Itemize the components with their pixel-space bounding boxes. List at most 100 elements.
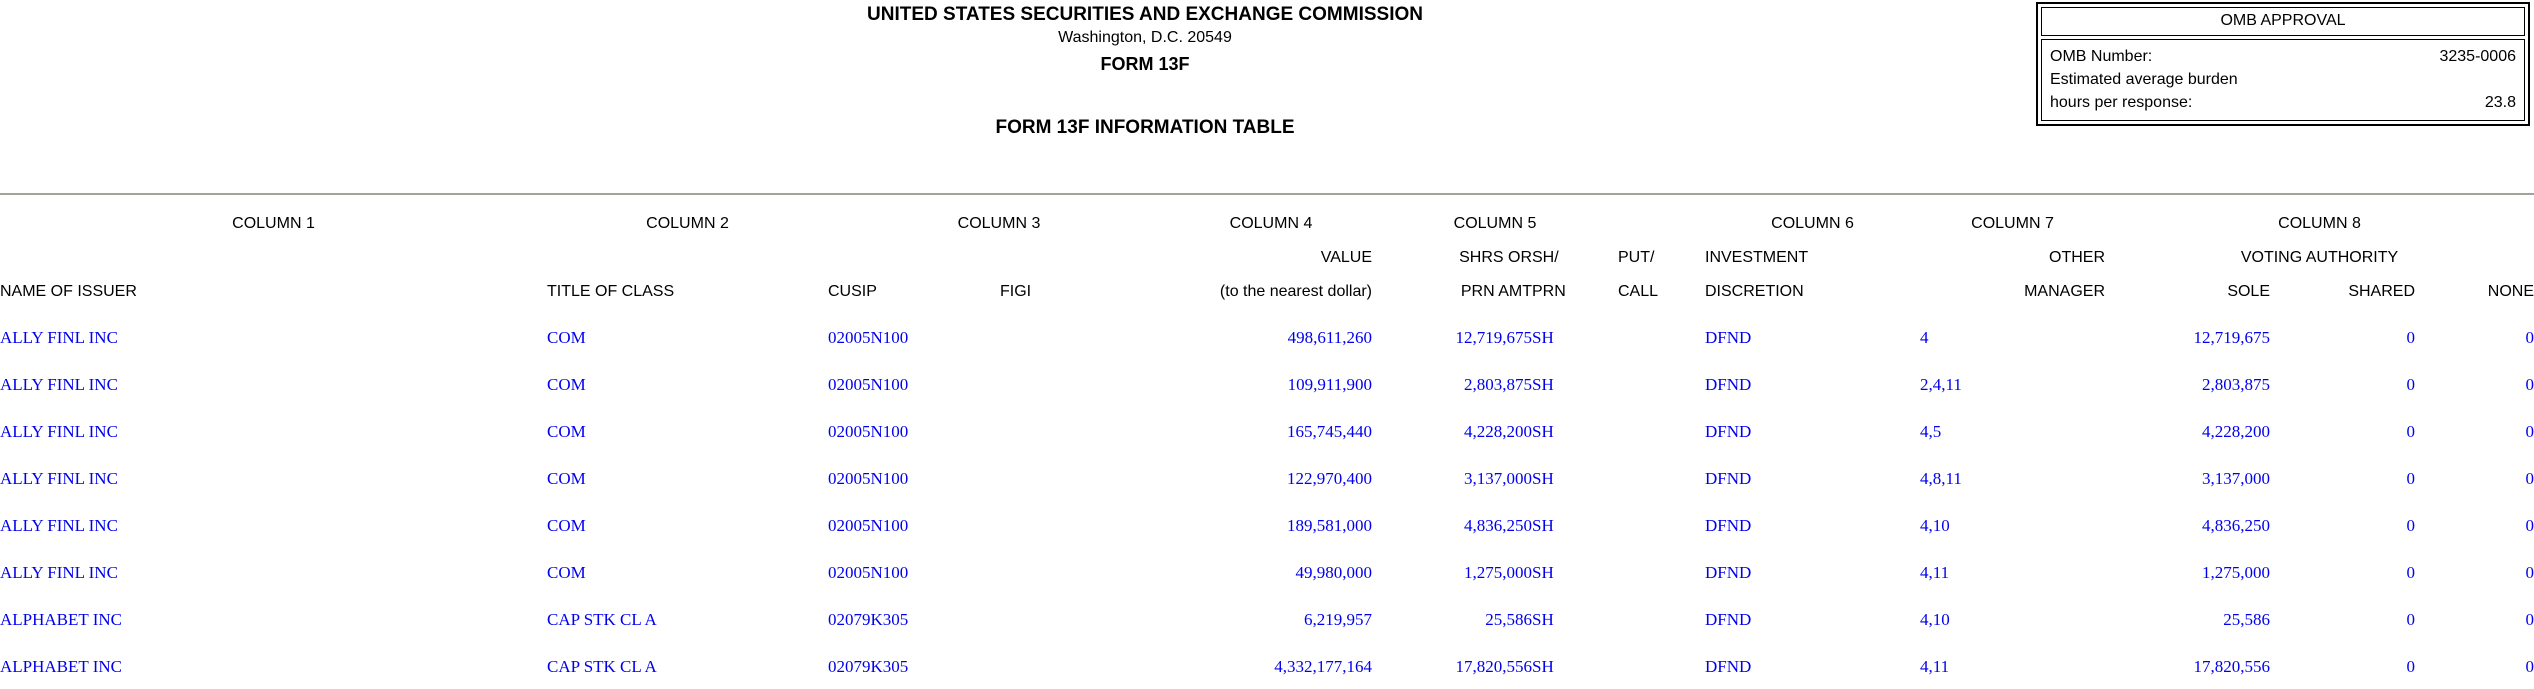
subheader-value: VALUE	[1320, 249, 1372, 266]
table-row: ALPHABET INC CAP STK CL A 02079K305 6,219,9…	[0, 587, 2534, 634]
cell-cusip: 02005N100	[828, 563, 909, 582]
omb-burden-line2: hours per response: 23.8	[2050, 91, 2516, 114]
cell-title-of-class: COM	[547, 516, 586, 535]
cell-title-of-class: COM	[547, 469, 586, 488]
cell-figi	[1000, 352, 1170, 399]
col-group-2: COLUMN 2	[646, 215, 729, 232]
cell-sh-prn: SH	[1532, 516, 1554, 535]
cell-sole: 17,820,556	[2193, 657, 2271, 676]
cell-shared: 0	[2406, 516, 2416, 535]
cell-title-of-class: CAP STK CL A	[547, 657, 657, 676]
cell-other-manager: 2,4,11	[1920, 375, 1962, 394]
col-group-5: COLUMN 5	[1453, 215, 1537, 232]
cell-shared: 0	[2406, 657, 2416, 676]
table-row: ALLY FINL INC COM 02005N100 189,581,000 4,83…	[0, 493, 2534, 540]
header-shared: SHARED	[2348, 283, 2415, 300]
omb-approval-body: OMB Number: 3235-0006 Estimated average …	[2041, 39, 2525, 121]
cell-sole: 2,803,875	[2202, 375, 2270, 394]
cell-shrs-or-prn-amt: 1,275,000	[1464, 563, 1532, 582]
table-body: ALLY FINL INC COM 02005N100 498,611,260 12,7…	[0, 305, 2534, 681]
cell-shrs-or-prn-amt: 4,228,200	[1464, 422, 1532, 441]
cell-investment-discretion: DFND	[1705, 610, 1752, 629]
omb-burden-label-2: hours per response:	[2050, 94, 2193, 111]
cell-none: 0	[2525, 328, 2534, 347]
cell-sole: 1,275,000	[2202, 563, 2270, 582]
cell-value: 498,611,260	[1287, 328, 1372, 347]
header-manager: MANAGER	[2024, 283, 2105, 300]
cell-title-of-class: COM	[547, 328, 586, 347]
subheader-voting-authority: VOTING AUTHORITY	[2240, 249, 2399, 266]
omb-approval-title: OMB APPROVAL	[2041, 7, 2525, 36]
cell-other-manager: 4,10	[1920, 610, 1950, 629]
header-title-of-class: TITLE OF CLASS	[547, 283, 675, 300]
cell-value: 49,980,000	[1295, 563, 1373, 582]
cell-none: 0	[2525, 563, 2534, 582]
header-cusip: CUSIP	[828, 283, 877, 300]
cell-value: 4,332,177,164	[1274, 657, 1372, 676]
cell-put-call	[1618, 399, 1705, 446]
cell-figi	[1000, 493, 1170, 540]
cell-other-manager: 4,5	[1920, 422, 1942, 441]
cell-shared: 0	[2406, 469, 2416, 488]
cell-sh-prn: SH	[1532, 657, 1554, 676]
table-row: ALLY FINL INC COM 02005N100 165,745,440 4,22…	[0, 399, 2534, 446]
cell-sole: 4,228,200	[2202, 422, 2270, 441]
col-group-4: COLUMN 4	[1229, 215, 1313, 232]
cell-issuer: ALLY FINL INC	[0, 563, 118, 582]
cell-shared: 0	[2406, 328, 2416, 347]
cell-investment-discretion: DFND	[1705, 657, 1752, 676]
cell-investment-discretion: DFND	[1705, 516, 1752, 535]
cell-sole: 3,137,000	[2202, 469, 2270, 488]
omb-burden-value: 23.8	[2484, 94, 2516, 111]
cell-figi	[1000, 634, 1170, 681]
table-row: ALPHABET INC CAP STK CL A 02079K305 4,332,1…	[0, 634, 2534, 681]
cell-issuer: ALLY FINL INC	[0, 375, 118, 394]
col-group-3: COLUMN 3	[957, 215, 1041, 232]
cell-investment-discretion: DFND	[1705, 328, 1752, 347]
cell-investment-discretion: DFND	[1705, 563, 1752, 582]
table-header: COLUMN 1 COLUMN 2 COLUMN 3 COLUMN 4 COLU…	[0, 194, 2534, 305]
subheader-shrs-or: SHRS OR	[1459, 249, 1532, 266]
subheader-sh: SH/	[1532, 249, 1559, 266]
cell-value: 6,219,957	[1304, 610, 1372, 629]
cell-title-of-class: COM	[547, 422, 586, 441]
cell-shrs-or-prn-amt: 17,820,556	[1455, 657, 1533, 676]
cell-none: 0	[2525, 375, 2534, 394]
header-name-of-issuer: NAME OF ISSUER	[0, 283, 137, 300]
cell-none: 0	[2525, 422, 2534, 441]
cell-issuer: ALLY FINL INC	[0, 516, 118, 535]
col-group-7: COLUMN 7	[1971, 215, 2054, 232]
cell-sh-prn: SH	[1532, 422, 1554, 441]
cell-put-call	[1618, 540, 1705, 587]
cell-put-call	[1618, 587, 1705, 634]
cell-title-of-class: COM	[547, 375, 586, 394]
cell-other-manager: 4,11	[1920, 657, 1950, 676]
cell-none: 0	[2525, 516, 2534, 535]
table-row: ALLY FINL INC COM 02005N100 49,980,000 1,275…	[0, 540, 2534, 587]
cell-shrs-or-prn-amt: 3,137,000	[1464, 469, 1532, 488]
subheader-other: OTHER	[2049, 249, 2105, 266]
cell-figi	[1000, 540, 1170, 587]
header-prn: PRN	[1532, 283, 1566, 300]
cell-value: 189,581,000	[1287, 516, 1372, 535]
cell-sh-prn: SH	[1532, 375, 1554, 394]
cell-cusip: 02005N100	[828, 516, 909, 535]
table-row: ALLY FINL INC COM 02005N100 498,611,260 12,7…	[0, 305, 2534, 352]
cell-investment-discretion: DFND	[1705, 422, 1752, 441]
cell-sole: 25,586	[2223, 610, 2270, 629]
col-group-1: COLUMN 1	[232, 215, 315, 232]
cell-issuer: ALLY FINL INC	[0, 469, 118, 488]
table-row: ALLY FINL INC COM 02005N100 109,911,900 2,80…	[0, 352, 2534, 399]
col-group-spacer	[1618, 194, 1705, 237]
cell-shrs-or-prn-amt: 25,586	[1485, 610, 1532, 629]
cell-shrs-or-prn-amt: 2,803,875	[1464, 375, 1532, 394]
cell-cusip: 02079K305	[828, 610, 909, 629]
subheader-investment: INVESTMENT	[1705, 249, 1809, 266]
info-table-title: FORM 13F INFORMATION TABLE	[995, 117, 1295, 138]
cell-investment-discretion: DFND	[1705, 469, 1752, 488]
cell-put-call	[1618, 493, 1705, 540]
cell-figi	[1000, 446, 1170, 493]
cell-value: 122,970,400	[1287, 469, 1372, 488]
information-table: COLUMN 1 COLUMN 2 COLUMN 3 COLUMN 4 COLU…	[0, 193, 2534, 681]
col-group-6: COLUMN 6	[1771, 215, 1854, 232]
